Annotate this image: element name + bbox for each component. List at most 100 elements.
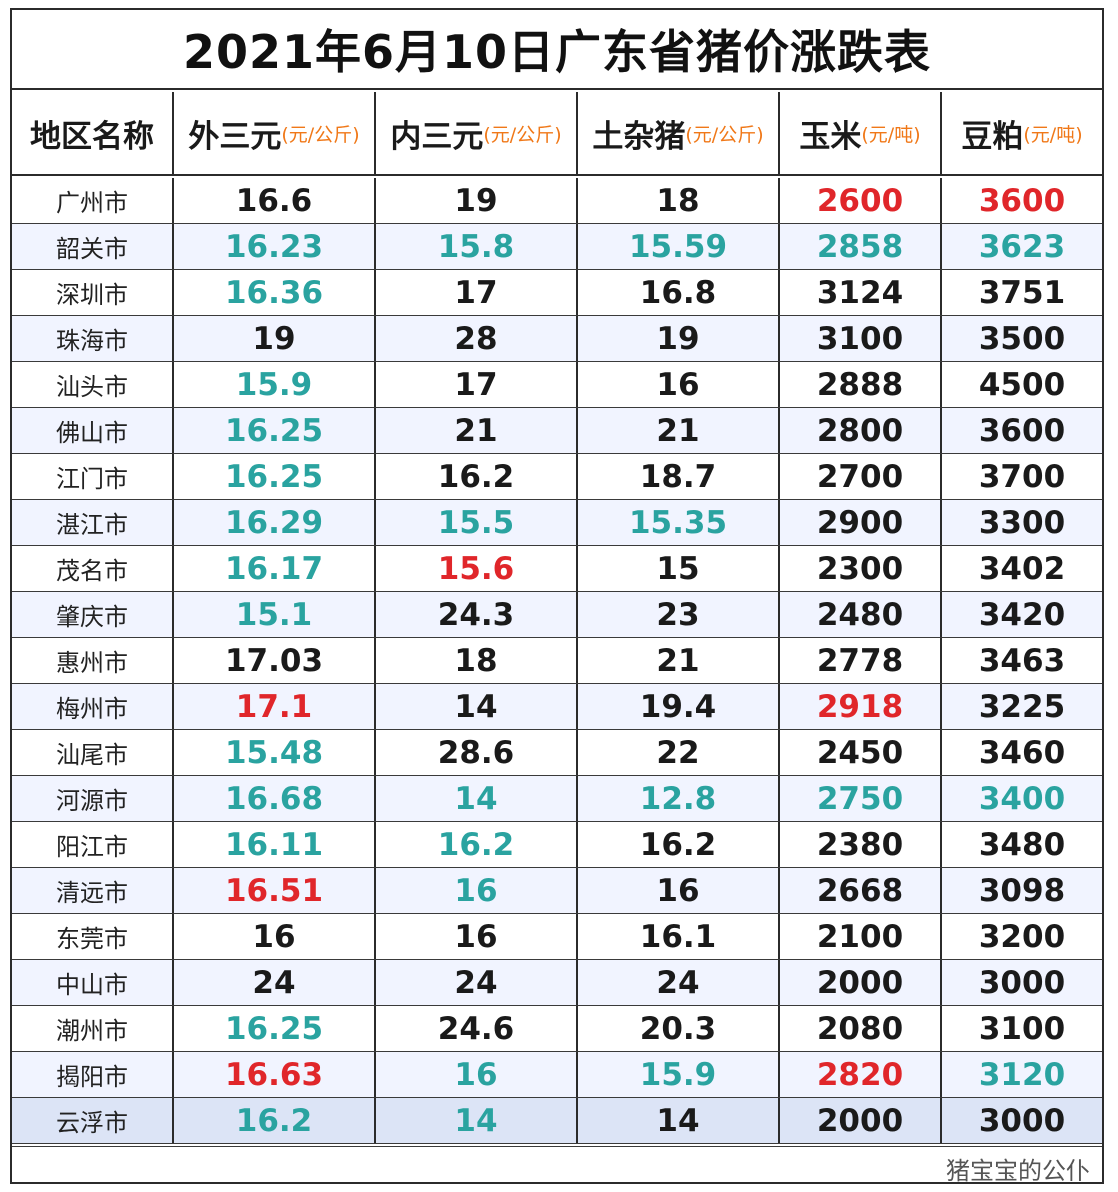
region-name-cell[interactable]: 深圳市 — [12, 270, 174, 315]
region-name-cell[interactable]: 潮州市 — [12, 1006, 174, 1051]
price-cell[interactable]: 2750 — [780, 776, 942, 821]
price-cell[interactable]: 3300 — [978, 504, 1066, 541]
price-cell[interactable]: 24 — [578, 960, 780, 1005]
table-row[interactable]: 湛江市 16.29 15.5 15.35 2900 3300 — [12, 500, 1102, 546]
price-cell[interactable]: 16.2 — [376, 822, 578, 867]
price-cell[interactable]: 3200 — [978, 918, 1066, 955]
price-cell[interactable]: 2668 — [780, 868, 942, 913]
table-row[interactable]: 梅州市 17.1 14 19.4 2918 3225 — [12, 684, 1102, 730]
price-cell[interactable]: 15.5 — [376, 500, 578, 545]
price-cell[interactable]: 3623 — [978, 228, 1066, 265]
price-cell[interactable]: 19.4 — [578, 684, 780, 729]
price-cell[interactable]: 2450 — [780, 730, 942, 775]
table-row[interactable]: 清远市 16.51 16 16 2668 3098 — [12, 868, 1102, 914]
price-cell[interactable]: 3402 — [978, 550, 1066, 587]
price-cell[interactable]: 23 — [578, 592, 780, 637]
price-cell[interactable]: 21 — [578, 638, 780, 683]
region-name-cell[interactable]: 肇庆市 — [12, 592, 174, 637]
region-name-cell[interactable]: 茂名市 — [12, 546, 174, 591]
price-cell[interactable]: 19 — [376, 178, 578, 223]
price-cell[interactable]: 2480 — [780, 592, 942, 637]
price-cell[interactable]: 21 — [578, 408, 780, 453]
price-cell[interactable]: 28.6 — [376, 730, 578, 775]
price-cell[interactable]: 3420 — [978, 596, 1066, 633]
price-cell[interactable]: 15.6 — [376, 546, 578, 591]
table-row[interactable]: 河源市 16.68 14 12.8 2750 3400 — [12, 776, 1102, 822]
price-cell[interactable]: 24.6 — [376, 1006, 578, 1051]
price-cell[interactable]: 24 — [174, 960, 376, 1005]
table-row[interactable]: 韶关市 16.23 15.8 15.59 2858 3623 — [12, 224, 1102, 270]
price-cell[interactable]: 3700 — [978, 458, 1066, 495]
table-row[interactable]: 云浮市 16.2 14 14 2000 3000 — [12, 1098, 1102, 1144]
price-cell[interactable]: 3500 — [978, 320, 1066, 357]
price-cell[interactable]: 3480 — [978, 826, 1066, 863]
price-cell[interactable]: 2700 — [780, 454, 942, 499]
price-cell[interactable]: 12.8 — [578, 776, 780, 821]
price-cell[interactable]: 15.35 — [578, 500, 780, 545]
price-cell[interactable]: 17 — [376, 362, 578, 407]
price-cell[interactable]: 22 — [578, 730, 780, 775]
price-cell[interactable]: 18 — [578, 178, 780, 223]
price-cell[interactable]: 2300 — [780, 546, 942, 591]
region-name-cell[interactable]: 珠海市 — [12, 316, 174, 361]
price-cell[interactable]: 16.68 — [174, 776, 376, 821]
price-cell[interactable]: 28 — [376, 316, 578, 361]
price-cell[interactable]: 15.1 — [174, 592, 376, 637]
price-cell[interactable]: 19 — [174, 316, 376, 361]
price-cell[interactable]: 2820 — [780, 1052, 942, 1097]
price-cell[interactable]: 2858 — [780, 224, 942, 269]
region-name-cell[interactable]: 东莞市 — [12, 914, 174, 959]
price-cell[interactable]: 16.11 — [174, 822, 376, 867]
price-cell[interactable]: 16 — [174, 914, 376, 959]
price-cell[interactable]: 2100 — [780, 914, 942, 959]
price-cell[interactable]: 17.1 — [174, 684, 376, 729]
region-name-cell[interactable]: 揭阳市 — [12, 1052, 174, 1097]
price-cell[interactable]: 16.29 — [174, 500, 376, 545]
price-cell[interactable]: 15.9 — [174, 362, 376, 407]
price-cell[interactable]: 16.36 — [174, 270, 376, 315]
price-cell[interactable]: 15.9 — [578, 1052, 780, 1097]
price-cell[interactable]: 3100 — [780, 316, 942, 361]
price-cell[interactable]: 3124 — [780, 270, 942, 315]
table-row[interactable]: 中山市 24 24 24 2000 3000 — [12, 960, 1102, 1006]
price-cell[interactable]: 16.2 — [578, 822, 780, 867]
region-name-cell[interactable]: 广州市 — [12, 178, 174, 223]
table-row[interactable]: 珠海市 19 28 19 3100 3500 — [12, 316, 1102, 362]
table-row[interactable]: 江门市 16.25 16.2 18.7 2700 3700 — [12, 454, 1102, 500]
price-cell[interactable]: 19 — [578, 316, 780, 361]
table-row[interactable]: 佛山市 16.25 21 21 2800 3600 — [12, 408, 1102, 454]
price-cell[interactable]: 2888 — [780, 362, 942, 407]
table-row[interactable]: 汕头市 15.9 17 16 2888 4500 — [12, 362, 1102, 408]
price-cell[interactable]: 16.17 — [174, 546, 376, 591]
table-row[interactable]: 汕尾市 15.48 28.6 22 2450 3460 — [12, 730, 1102, 776]
table-row[interactable]: 茂名市 16.17 15.6 15 2300 3402 — [12, 546, 1102, 592]
price-cell[interactable]: 2900 — [780, 500, 942, 545]
price-cell[interactable]: 3751 — [978, 274, 1066, 311]
region-name-cell[interactable]: 佛山市 — [12, 408, 174, 453]
price-cell[interactable]: 14 — [376, 684, 578, 729]
price-cell[interactable]: 2080 — [780, 1006, 942, 1051]
price-cell[interactable]: 3000 — [978, 1102, 1066, 1139]
price-cell[interactable]: 15 — [578, 546, 780, 591]
region-name-cell[interactable]: 汕头市 — [12, 362, 174, 407]
table-row[interactable]: 肇庆市 15.1 24.3 23 2480 3420 — [12, 592, 1102, 638]
price-cell[interactable]: 16.2 — [376, 454, 578, 499]
price-cell[interactable]: 17.03 — [174, 638, 376, 683]
price-cell[interactable]: 16.2 — [174, 1098, 376, 1143]
price-cell[interactable]: 16 — [578, 362, 780, 407]
table-row[interactable]: 潮州市 16.25 24.6 20.3 2080 3100 — [12, 1006, 1102, 1052]
price-cell[interactable]: 3600 — [978, 182, 1066, 219]
price-cell[interactable]: 16.25 — [174, 408, 376, 453]
price-cell[interactable]: 3460 — [978, 734, 1066, 771]
table-row[interactable]: 阳江市 16.11 16.2 16.2 2380 3480 — [12, 822, 1102, 868]
price-cell[interactable]: 15.59 — [578, 224, 780, 269]
price-cell[interactable]: 2778 — [780, 638, 942, 683]
table-row[interactable]: 揭阳市 16.63 16 15.9 2820 3120 — [12, 1052, 1102, 1098]
price-cell[interactable]: 3463 — [978, 642, 1066, 679]
price-cell[interactable]: 16 — [376, 1052, 578, 1097]
region-name-cell[interactable]: 中山市 — [12, 960, 174, 1005]
region-name-cell[interactable]: 韶关市 — [12, 224, 174, 269]
table-row[interactable]: 广州市 16.6 19 18 2600 3600 — [12, 178, 1102, 224]
price-cell[interactable]: 16.6 — [174, 178, 376, 223]
price-cell[interactable]: 16.63 — [174, 1052, 376, 1097]
